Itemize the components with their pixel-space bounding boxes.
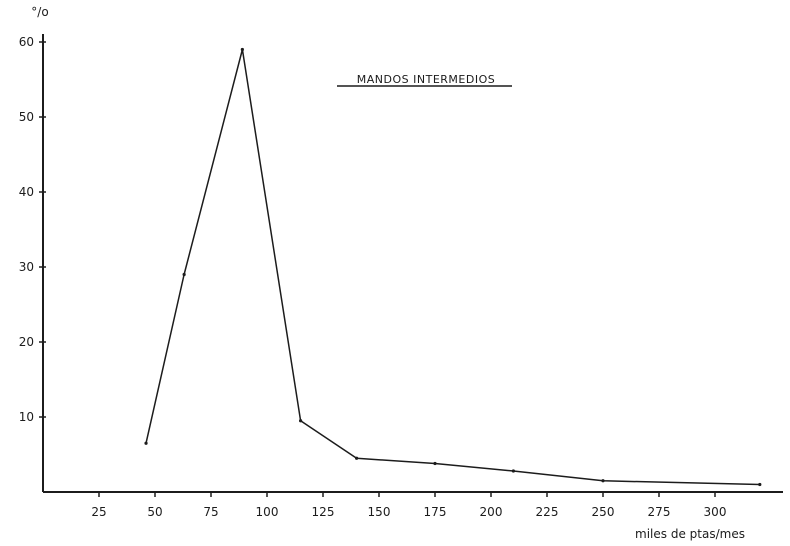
x-tick-label: 175 <box>424 505 447 519</box>
data-point <box>299 419 303 423</box>
x-tick-label: 150 <box>368 505 391 519</box>
y-tick-label: 60 <box>19 35 34 49</box>
data-point <box>182 272 186 277</box>
y-axis-label: °/o <box>31 5 48 19</box>
x-tick-label: 50 <box>147 505 162 519</box>
data-point <box>144 441 148 445</box>
y-tick-label: 20 <box>19 335 34 349</box>
data-point <box>240 47 244 52</box>
data-point <box>433 461 437 466</box>
x-tick-label: 225 <box>536 505 559 519</box>
axes: 10 20 30 40 50 60 25 50 75 100 125 150 175 200 225 250 2… <box>19 34 783 519</box>
chart-marks <box>144 47 762 487</box>
data-point <box>758 482 762 487</box>
y-tick-label: 50 <box>19 110 34 124</box>
y-tick-label: 10 <box>19 410 34 424</box>
data-point <box>511 469 515 473</box>
x-tick-label: 25 <box>91 505 106 519</box>
chart-title: MANDOS INTERMEDIOS <box>357 73 495 86</box>
x-tick-label: 75 <box>203 505 218 519</box>
y-tick-label: 30 <box>19 260 34 274</box>
x-tick-label: 100 <box>256 505 279 519</box>
x-tick-label: 200 <box>480 505 503 519</box>
data-point <box>601 479 605 483</box>
x-axis-label: miles de ptas/mes <box>635 527 745 541</box>
y-tick-label: 40 <box>19 185 34 199</box>
x-tick-label: 125 <box>312 505 335 519</box>
series-line <box>145 48 760 486</box>
x-tick-label: 300 <box>704 505 727 519</box>
x-tick-label: 275 <box>648 505 671 519</box>
x-tick-label: 250 <box>592 505 615 519</box>
data-point <box>355 456 359 460</box>
